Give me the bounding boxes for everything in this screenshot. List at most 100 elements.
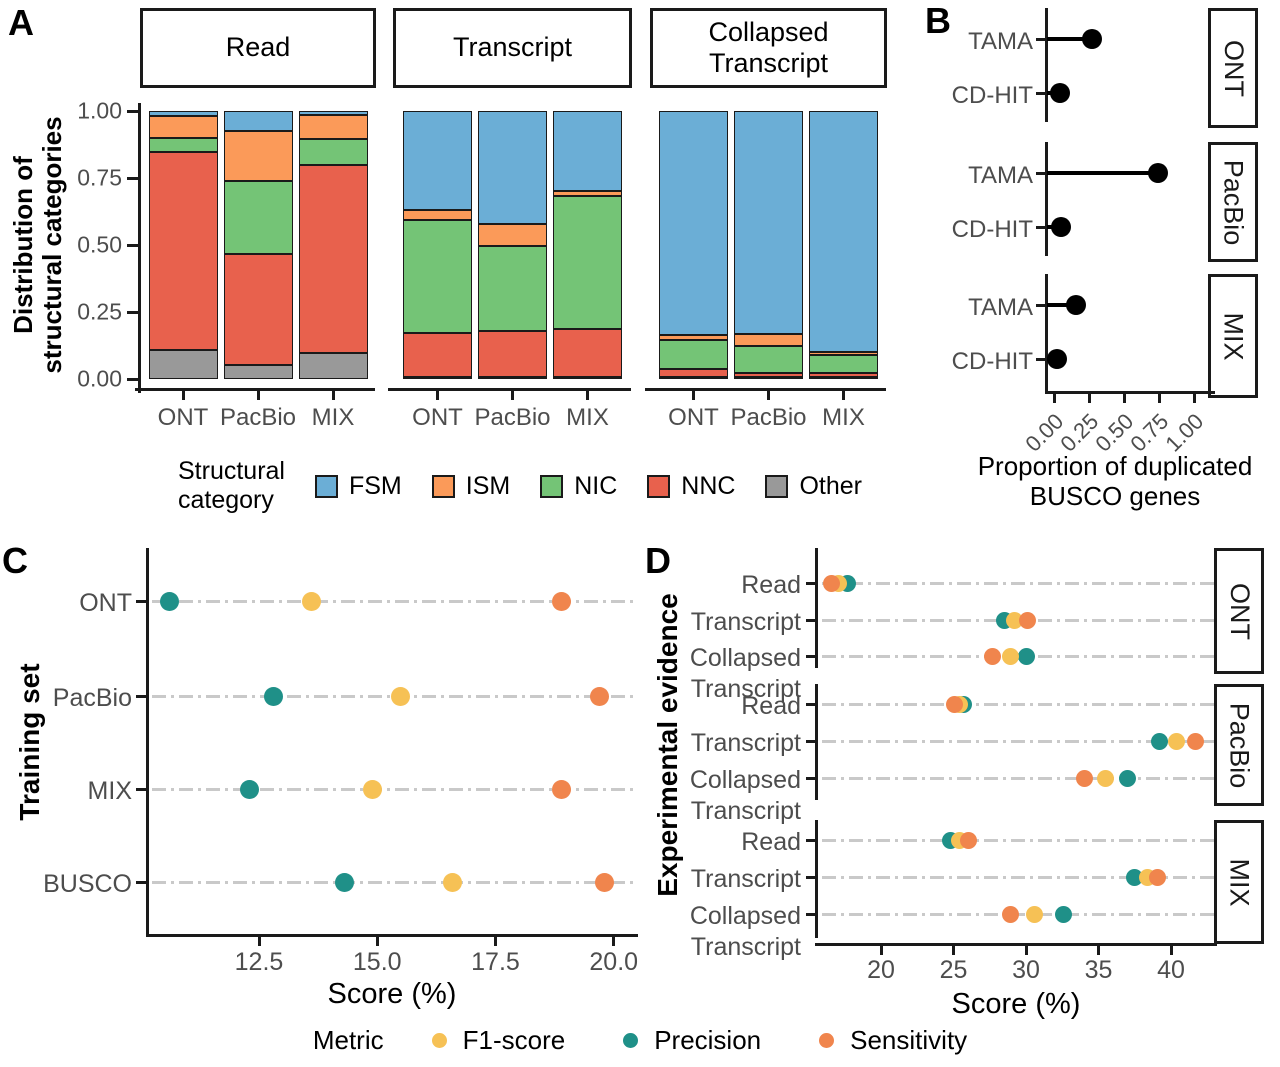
- panel-d-row-label: Transcript: [619, 864, 801, 895]
- stacked-bar-ont: [659, 111, 728, 379]
- bar-segment-other: [298, 352, 368, 379]
- panel-a-x-tick: [436, 391, 439, 400]
- bar-segment-nnc: [298, 164, 368, 353]
- panel-b-axis-line: [1045, 8, 1048, 122]
- panel-a-x-tick: [842, 391, 845, 400]
- panel-a-x-axis-line: [645, 388, 886, 391]
- facet-strip-ont: ONT: [1214, 548, 1264, 674]
- data-dot-f1-score: [1001, 647, 1019, 665]
- data-dot-f1-score: [363, 779, 383, 799]
- panel-a-y-tick: [127, 310, 138, 314]
- legend-item-label: NNC: [681, 471, 736, 500]
- data-dot-precision: [1126, 868, 1144, 886]
- panel-d-row-label-line: Collapsed: [689, 644, 801, 672]
- lollipop-dot: [1066, 295, 1087, 315]
- data-dot-sensitivity: [1018, 611, 1036, 629]
- panel-a-x-tick: [767, 391, 770, 400]
- panel-d-evidence-dotplot: Experimental evidence ONT Read Transcript Co…: [645, 530, 1280, 1020]
- row-guide-line: [822, 581, 1214, 585]
- data-dot-sensitivity: [552, 591, 572, 611]
- panel-a-x-category-label: PacBio: [474, 404, 551, 431]
- panel-d-row-label-line: Collapsed: [689, 902, 801, 930]
- legend-item-nnc: NNC: [647, 472, 735, 501]
- panel-b-row-label: CD-HIT: [951, 216, 1033, 243]
- panel-a-x-category-label: MIX: [822, 404, 865, 431]
- bar-segment-nic: [298, 139, 368, 165]
- bar-segment-nic: [659, 340, 728, 370]
- panel-b-y-tick: [1036, 37, 1045, 41]
- panel-d-row-label: Collapsed Transcript: [619, 901, 801, 964]
- bar-segment-ism: [553, 191, 622, 197]
- data-dot-f1-score: [1005, 611, 1023, 629]
- facet-strip-mix: MIX: [1208, 274, 1258, 398]
- bar-segment-fsm: [734, 111, 803, 334]
- panel-d-row-label-line: Transcript: [690, 608, 801, 636]
- bar-segment-other: [478, 377, 547, 379]
- bar-segment-ism: [478, 224, 547, 247]
- panel-a-x-category-label: ONT: [668, 404, 719, 431]
- legend-item-label: FSM: [348, 471, 402, 500]
- facet-strip-text-line: Transcript: [708, 48, 828, 78]
- panel-d-x-tick: [1169, 946, 1173, 955]
- panel-c-y-axis-line: [146, 548, 149, 937]
- legend-item-ism: ISM: [431, 472, 510, 501]
- lollipop-dot: [1147, 163, 1168, 183]
- legend-swatch-nnc: [647, 474, 671, 498]
- facet-strip-text: Read: [226, 32, 291, 63]
- bar-segment-nnc: [734, 372, 803, 377]
- panel-d-x-tick-label: 25: [939, 956, 968, 984]
- panel-a-y-tick-label: 0.25: [77, 298, 122, 325]
- metric-legend-item-f1-score: F1-score: [431, 1024, 566, 1056]
- panel-a-x-category-label: PacBio: [730, 404, 807, 431]
- metric-legend-title: Metric: [312, 1024, 384, 1055]
- panel-d-x-tick-label: 20: [867, 956, 895, 984]
- bar-segment-nic: [403, 219, 472, 334]
- panel-d-y-tick: [806, 776, 815, 780]
- panel-d-y-tick: [806, 581, 815, 585]
- panel-d-row-label: Transcript: [619, 607, 801, 638]
- panel-a-y-axis-title-line: Distribution of: [7, 156, 38, 334]
- panel-d-x-tick-label: 30: [1012, 956, 1040, 984]
- panel-d-x-axis-title: Score (%): [951, 988, 1081, 1020]
- bar-segment-ism: [734, 333, 803, 346]
- panel-a-y-tick: [127, 176, 138, 180]
- panel-b-x-tick: [1192, 394, 1196, 403]
- bar-segment-fsm: [148, 111, 218, 117]
- panel-c-x-axis-title: Score (%): [327, 978, 457, 1010]
- legend-item-nic: NIC: [540, 472, 617, 501]
- legend-item-other: Other: [765, 472, 862, 501]
- bar-segment-fsm: [478, 111, 547, 225]
- panel-a-stacked-bars: Distribution of structural categories 1.00…: [0, 0, 910, 530]
- bar-segment-fsm: [659, 111, 728, 336]
- panel-c-y-tick: [136, 787, 146, 791]
- metric-legend-item-label: F1-score: [462, 1024, 566, 1055]
- panel-b-row-label: CD-HIT: [951, 348, 1033, 375]
- panel-c-training-dotplot: Training set ONT PacBio MIX BUSCO 12.5 15.0 17.…: [0, 530, 645, 1010]
- facet-strip-text-line: Collapsed: [708, 16, 829, 47]
- data-dot-precision: [1150, 732, 1168, 750]
- panel-c-x-tick: [612, 937, 616, 946]
- facet-strip-collapsed-transcript: Collapsed Transcript: [650, 8, 887, 88]
- data-dot-f1-score: [391, 686, 411, 706]
- panel-d-row-label: Read: [619, 691, 801, 722]
- data-dot-f1-score: [1026, 905, 1044, 923]
- panel-d-x-tick: [952, 946, 955, 955]
- bar-segment-nnc: [223, 253, 293, 365]
- data-dot-precision: [1119, 769, 1136, 787]
- panel-b-y-tick: [1036, 171, 1045, 175]
- bar-segment-fsm: [403, 111, 472, 211]
- bar-segment-fsm: [553, 111, 622, 192]
- panel-c-row-label: MIX: [87, 777, 132, 805]
- panel-c-x-tick-label: 17.5: [471, 948, 520, 976]
- panel-b-busco-lollipop: ONT TAMA CD-HIT PacBio TAMA CD-HIT MIX TAMA CD-H…: [910, 0, 1280, 530]
- bar-segment-other: [734, 377, 803, 379]
- lollipop-dot: [1046, 349, 1067, 369]
- panel-c-letter: C: [2, 540, 28, 581]
- metric-legend: Metric F1-score Precision Sensitivity: [0, 1016, 1280, 1064]
- metric-legend-item-precision: Precision: [623, 1025, 761, 1056]
- data-dot-sensitivity: [552, 779, 572, 799]
- panel-b-x-axis-title: Proportion of duplicated BUSCO genes: [950, 451, 1280, 512]
- data-dot-sensitivity: [1075, 769, 1093, 787]
- panel-a-y-tick: [127, 377, 138, 381]
- panel-d-x-tick: [879, 946, 883, 955]
